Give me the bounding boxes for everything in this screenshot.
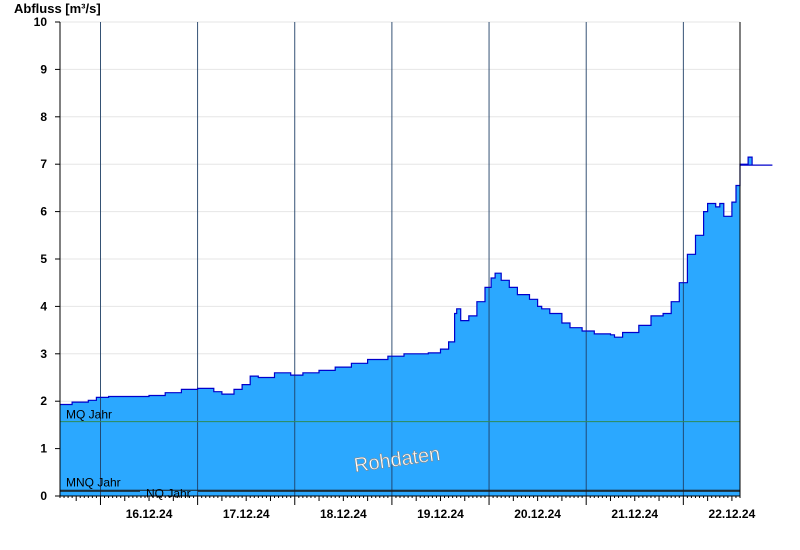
x-tick-label-4: 19.12.24 [417,507,464,521]
discharge-line [60,156,773,406]
ref-line-mnq-jahr-label: MNQ Jahr [66,475,121,489]
y-tick-label-7: 7 [40,157,47,171]
y-tick-label-1: 1 [40,442,47,456]
x-axis-ticks: 16.12.24 17.12.24 18.12.24 19.12.24 20.12.24… [59,496,756,521]
x-tick-label-6: 21.12.24 [611,507,658,521]
x-tick-label-5: 20.12.24 [514,507,561,521]
y-tick-label-6: 6 [40,205,47,219]
y-tick-label-10: 10 [34,15,48,29]
x-tick-label-7: 22.12.24 [709,507,756,521]
y-axis-title: Abfluss [m³/s] [14,1,101,16]
y-tick-label-0: 0 [40,489,47,503]
day-boundary-lines [100,22,684,496]
reference-lines: MQ Jahr MNQ Jahr NQ Jahr [60,408,740,500]
discharge-area [60,157,773,496]
y-tick-label-9: 9 [40,62,47,76]
x-tick-label-1: 16.12.24 [126,507,173,521]
y-tick-label-5: 5 [40,252,47,266]
y-tick-label-3: 3 [40,347,47,361]
y-tick-label-8: 8 [40,110,47,124]
y-tick-label-2: 2 [40,394,47,408]
ref-line-nq-jahr-label: NQ Jahr [146,486,191,500]
y-tick-label-4: 4 [40,299,47,313]
x-tick-label-3: 18.12.24 [320,507,367,521]
y-axis-ticks: 0 1 2 3 4 5 6 7 8 9 10 [34,15,60,503]
x-tick-label-2: 17.12.24 [223,507,270,521]
ref-line-mq-jahr-label: MQ Jahr [66,408,112,422]
